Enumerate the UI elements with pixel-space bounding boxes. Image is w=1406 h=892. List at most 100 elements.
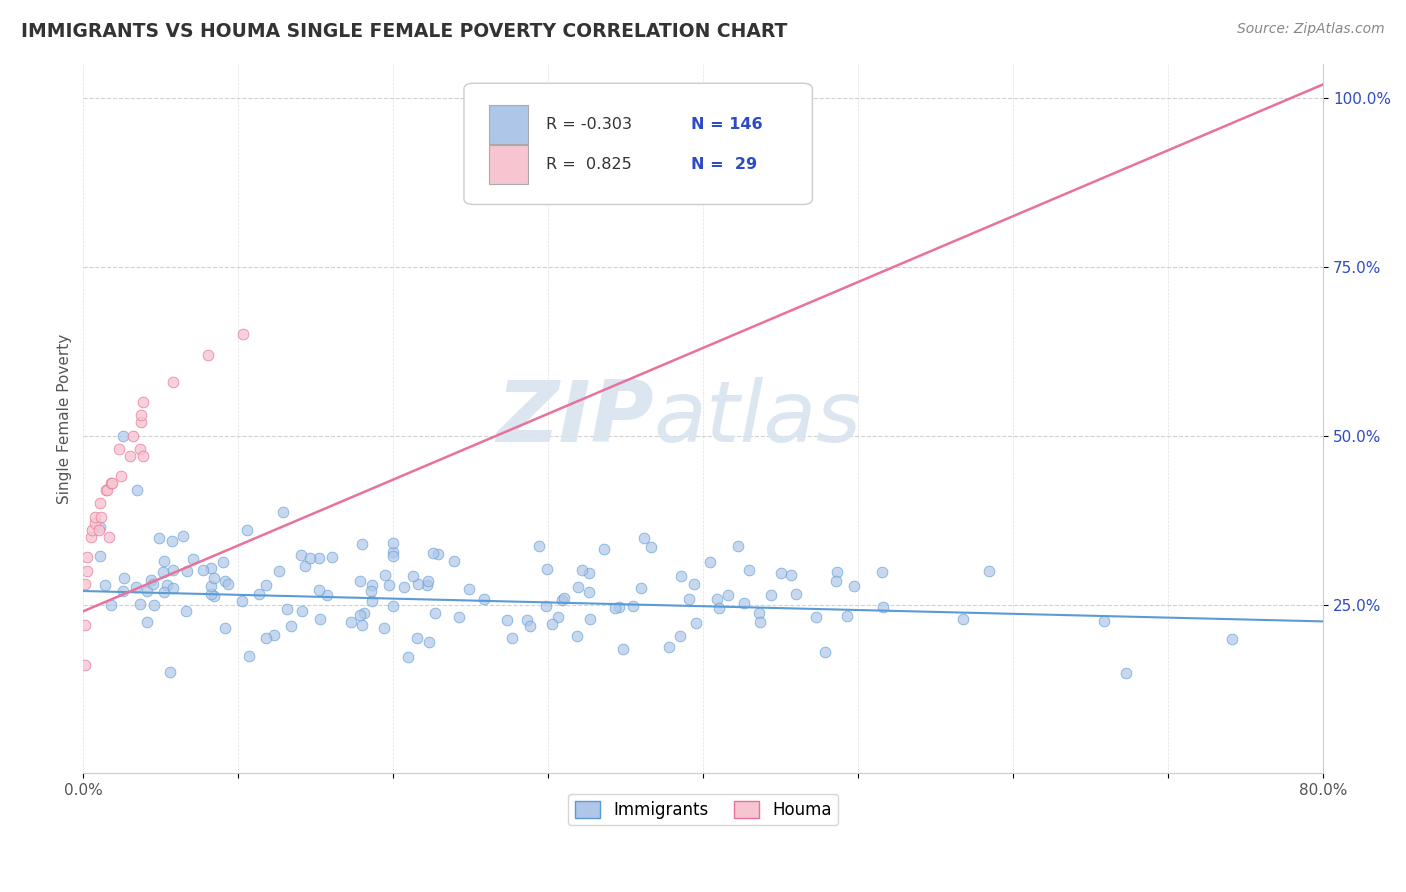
Text: Source: ZipAtlas.com: Source: ZipAtlas.com xyxy=(1237,22,1385,37)
Point xyxy=(737,563,759,577)
Point xyxy=(276,601,298,615)
Point xyxy=(152,565,174,579)
Point xyxy=(100,598,122,612)
Point xyxy=(394,580,416,594)
Point xyxy=(761,589,783,603)
Point xyxy=(769,566,792,580)
Text: ZIP: ZIP xyxy=(496,377,654,460)
Point xyxy=(449,610,471,624)
Point xyxy=(84,516,107,531)
Point xyxy=(349,574,371,588)
Point xyxy=(76,550,98,565)
Point xyxy=(156,577,179,591)
Point xyxy=(214,621,236,635)
Point xyxy=(162,375,184,389)
Point xyxy=(291,604,314,618)
Point xyxy=(236,523,259,537)
Point xyxy=(232,327,254,342)
Point xyxy=(89,520,111,534)
Point xyxy=(280,619,302,633)
Point xyxy=(142,576,165,591)
Point xyxy=(579,612,602,626)
Point xyxy=(496,613,519,627)
Point xyxy=(321,549,343,564)
Point xyxy=(472,591,495,606)
Point xyxy=(360,578,382,592)
Text: atlas: atlas xyxy=(654,377,862,460)
Point xyxy=(269,564,291,578)
Y-axis label: Single Female Poverty: Single Female Poverty xyxy=(58,334,72,504)
Point xyxy=(254,631,277,645)
Point xyxy=(678,591,700,606)
Point xyxy=(443,554,465,568)
Point xyxy=(100,475,122,490)
Point xyxy=(94,578,117,592)
Point xyxy=(141,573,163,587)
Point xyxy=(94,483,117,497)
Point xyxy=(200,561,222,575)
Point xyxy=(200,578,222,592)
Point xyxy=(374,567,396,582)
Point xyxy=(952,612,974,626)
Point xyxy=(457,582,479,596)
Point xyxy=(308,612,330,626)
Point xyxy=(217,577,239,591)
Point xyxy=(733,596,755,610)
Point xyxy=(136,615,159,629)
Point xyxy=(129,598,152,612)
Point xyxy=(214,574,236,589)
Point xyxy=(89,549,111,564)
Point xyxy=(578,566,600,580)
Point xyxy=(814,645,837,659)
Text: IMMIGRANTS VS HOUMA SINGLE FEMALE POVERTY CORRELATION CHART: IMMIGRANTS VS HOUMA SINGLE FEMALE POVERT… xyxy=(21,22,787,41)
Point xyxy=(174,604,197,618)
Point xyxy=(501,631,523,645)
Point xyxy=(110,469,132,483)
Point xyxy=(73,658,96,673)
Point xyxy=(271,505,294,519)
Point xyxy=(361,593,384,607)
Point xyxy=(162,581,184,595)
Text: R =  0.825: R = 0.825 xyxy=(546,157,631,172)
Point xyxy=(699,555,721,569)
Point xyxy=(308,583,330,598)
Point xyxy=(633,532,655,546)
Point xyxy=(382,599,405,614)
Text: N =  29: N = 29 xyxy=(690,157,756,172)
Point xyxy=(607,600,630,615)
Point xyxy=(143,599,166,613)
Point xyxy=(97,530,120,544)
Point xyxy=(685,615,707,630)
Point xyxy=(73,617,96,632)
Point xyxy=(136,583,159,598)
Point xyxy=(567,629,589,643)
Point xyxy=(578,585,600,599)
Point xyxy=(200,586,222,600)
Point xyxy=(159,665,181,680)
Point xyxy=(211,555,233,569)
Point xyxy=(100,475,122,490)
Point xyxy=(191,563,214,577)
Point xyxy=(396,650,419,665)
Point xyxy=(785,587,807,601)
Point xyxy=(111,583,134,598)
Point xyxy=(360,584,382,599)
Point xyxy=(824,574,846,588)
Point xyxy=(202,571,225,585)
Point xyxy=(529,539,551,553)
Point xyxy=(837,609,859,624)
Point xyxy=(122,428,145,442)
Point xyxy=(316,588,339,602)
Text: R = -0.303: R = -0.303 xyxy=(546,117,631,132)
Point xyxy=(350,618,373,632)
Point xyxy=(640,540,662,554)
Point xyxy=(382,549,405,563)
Point xyxy=(308,551,330,566)
Point xyxy=(1092,614,1115,628)
Point xyxy=(519,618,541,632)
Point xyxy=(350,536,373,550)
Point xyxy=(294,559,316,574)
Point xyxy=(112,571,135,585)
Point xyxy=(128,442,150,457)
Point xyxy=(90,509,112,524)
